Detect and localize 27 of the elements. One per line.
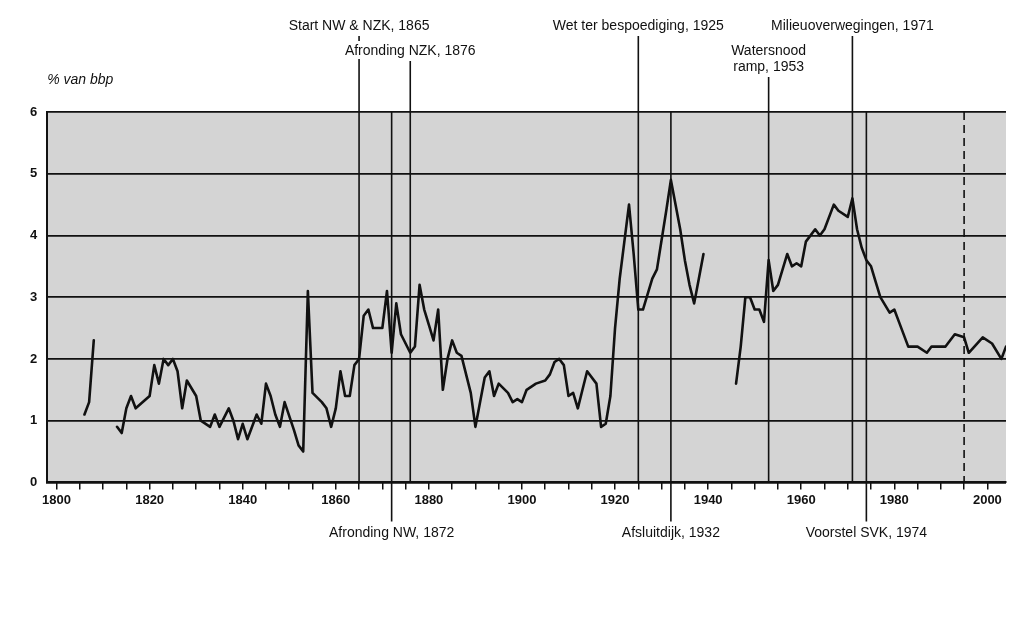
y-tick-label: 2 — [30, 350, 38, 366]
ref-line-label: Afronding NZK, 1876 — [344, 42, 476, 58]
ref-line-label: Afsluitdijk, 1932 — [621, 524, 721, 541]
ref-line-label: Afronding NW, 1872 — [328, 524, 455, 541]
ref-line-label: Wet ter bespoediging, 1925 — [552, 17, 725, 33]
x-tick-label: 2000 — [972, 491, 1002, 507]
x-tick-label: 1900 — [507, 491, 537, 507]
y-tick-label: 0 — [30, 473, 38, 489]
x-tick-label: 1840 — [228, 491, 258, 507]
y-tick-label: 3 — [30, 288, 38, 304]
y-tick-label: 1 — [30, 412, 38, 428]
ref-line-label: Watersnood ramp, 1953 — [731, 42, 807, 74]
x-tick-label: 1880 — [414, 491, 444, 507]
x-tick-label: 1860 — [321, 491, 351, 507]
ref-line-label: Milieuoverwegingen, 1971 — [771, 17, 934, 33]
x-tick-label: 1800 — [42, 491, 71, 507]
y-tick-label: 4 — [30, 227, 38, 243]
ref-line-label: Start NW & NZK, 1865 — [288, 17, 430, 33]
x-tick-label: 1960 — [786, 491, 816, 507]
x-tick-label: 1980 — [879, 491, 909, 507]
x-tick-label: 1940 — [693, 491, 723, 507]
ref-line-label: Voorstel SVK, 1974 — [805, 524, 928, 541]
y-axis-title: % van bbp — [47, 71, 114, 87]
y-tick-label: 6 — [30, 103, 38, 119]
y-tick-label: 5 — [30, 165, 38, 181]
x-tick-label: 1920 — [600, 491, 630, 507]
x-tick-label: 1820 — [135, 491, 165, 507]
